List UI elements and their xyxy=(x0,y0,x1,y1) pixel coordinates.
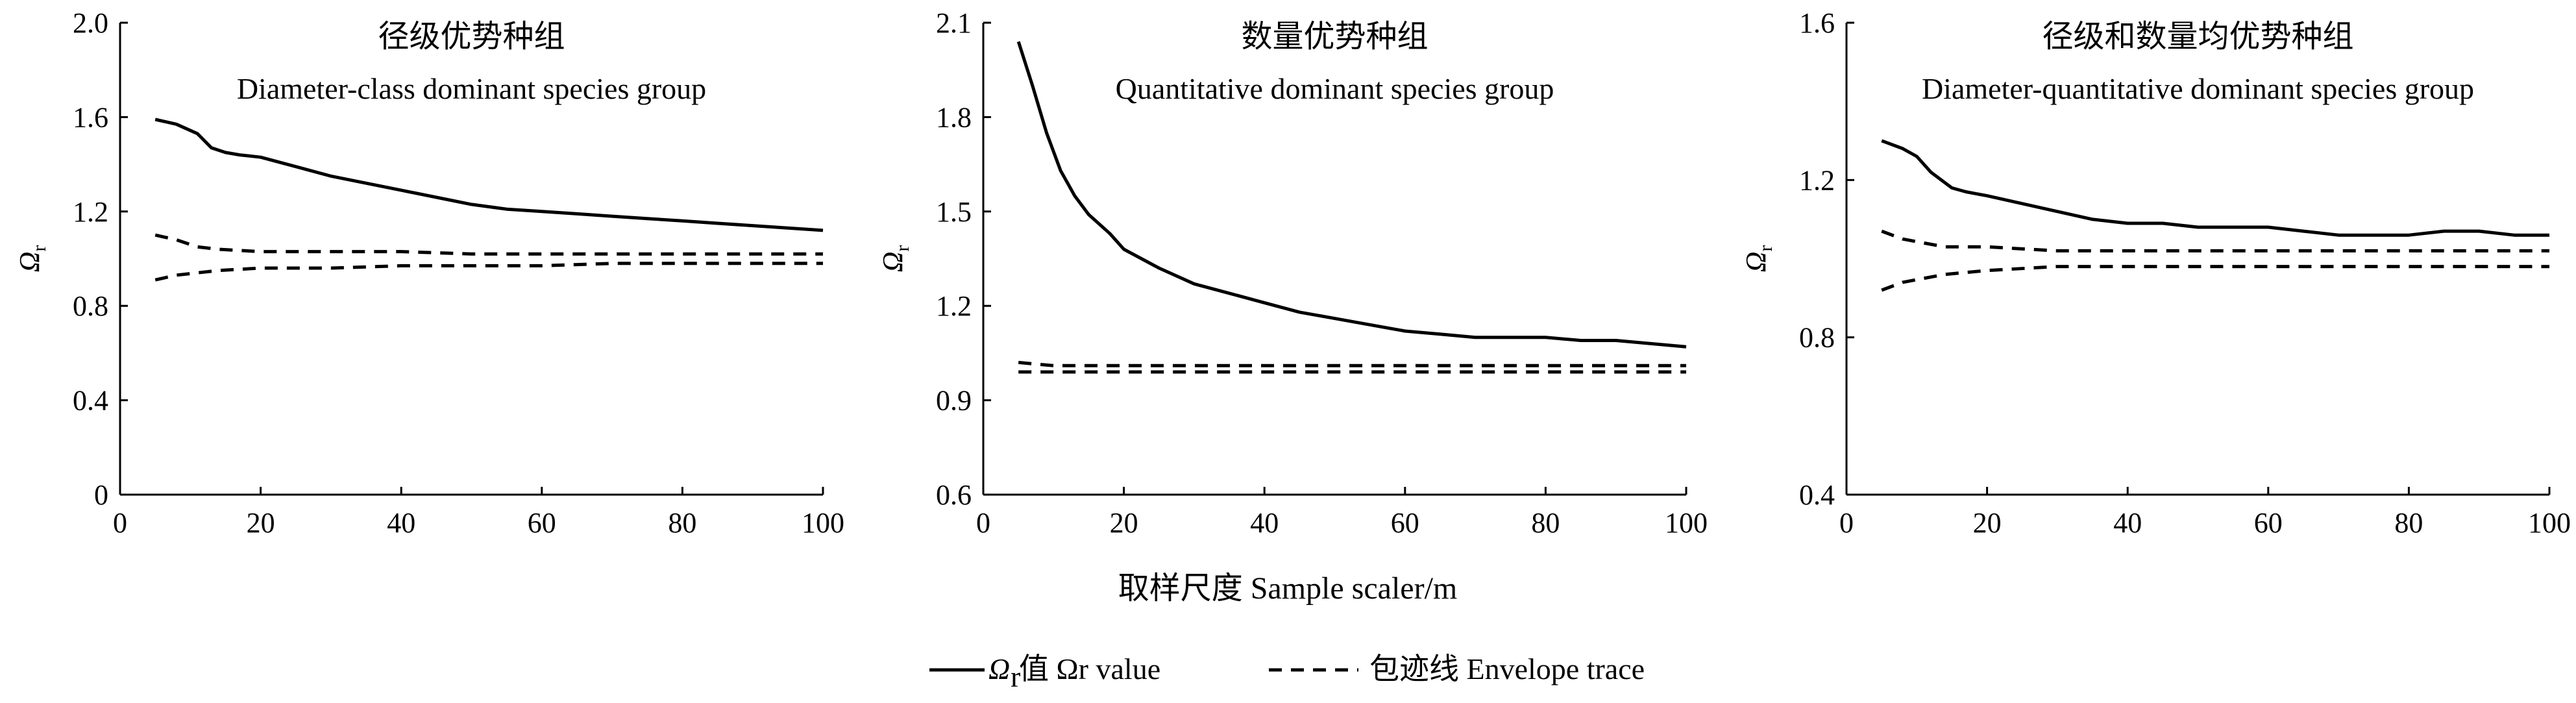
panel-3: 0 20 40 60 80 100 0.4 0.8 1.2 1.6 Ωr 径级和数量均优势种组 Diam… xyxy=(1740,7,2571,539)
y-tick-label: 0.4 xyxy=(1799,479,1835,511)
x-tick-label: 100 xyxy=(802,507,844,539)
panel-subtitle: Quantitative dominant species group xyxy=(1116,72,1554,105)
panel-title: 数量优势种组 xyxy=(1241,19,1428,54)
y-tick-label: 1.8 xyxy=(936,101,972,133)
x-tick-label: 80 xyxy=(668,507,696,539)
series-value-line xyxy=(1881,139,2549,237)
y-tick-label: 0.4 xyxy=(73,385,108,417)
legend: Ω r 值 Ωr value 包迹线 Envelope trace xyxy=(929,652,1645,693)
y-axis-label: Ωr xyxy=(14,245,50,273)
y-tick-label: 1.2 xyxy=(1799,164,1835,196)
x-tick-label: 80 xyxy=(1531,507,1560,539)
series-envelope-lower-line xyxy=(154,262,823,282)
y-tick-label: 0.8 xyxy=(73,290,108,322)
series-value-line xyxy=(1016,41,1687,349)
x-tick-label: 40 xyxy=(2113,507,2142,539)
y-tick-label: 2.0 xyxy=(73,7,108,39)
panel-title: 径级优势种组 xyxy=(378,19,565,54)
y-axis-label: Ωr xyxy=(877,245,913,273)
y-tick-label: 1.2 xyxy=(936,290,972,322)
y-tick-label: 0.9 xyxy=(936,385,972,417)
y-tick-label: 0.6 xyxy=(936,479,972,511)
panel-1: 0 20 40 60 80 100 0 0.4 0.8 1.2 1.6 2.0 Ωr 径级优势种组 Diam… xyxy=(14,7,844,539)
panel-title: 径级和数量均优势种组 xyxy=(2042,19,2353,54)
x-tick-label: 60 xyxy=(2254,507,2283,539)
x-tick-label: 100 xyxy=(2528,507,2571,539)
x-tick-label: 40 xyxy=(1250,507,1279,539)
y-tick-label: 1.6 xyxy=(73,101,108,133)
x-tick-label: 40 xyxy=(387,507,415,539)
x-tick-label: 60 xyxy=(1391,507,1419,539)
series-envelope-upper-line xyxy=(1018,360,1686,367)
x-tick-label: 0 xyxy=(976,507,990,539)
y-axis-label: Ωr xyxy=(1740,245,1776,273)
series-value-line xyxy=(154,117,824,232)
shared-x-axis-label: 取样尺度 Sample scaler/m xyxy=(1118,571,1458,606)
legend-envelope-label: 包迹线 Envelope trace xyxy=(1369,652,1645,685)
y-tick-label: 2.1 xyxy=(936,7,972,39)
series-envelope-upper-line xyxy=(1881,229,2549,253)
legend-omega-symbol: Ω xyxy=(988,652,1010,685)
x-tick-label: 20 xyxy=(1110,507,1138,539)
x-tick-label: 0 xyxy=(1839,507,1854,539)
x-tick-label: 80 xyxy=(2394,507,2423,539)
x-tick-label: 100 xyxy=(1665,507,1708,539)
y-tick-label: 0 xyxy=(94,479,108,511)
panel-subtitle: Diameter-class dominant species group xyxy=(237,72,706,105)
x-tick-label: 60 xyxy=(528,507,556,539)
legend-omega-subscript: r xyxy=(1011,660,1020,693)
panel-subtitle: Diameter-quantitative dominant species g… xyxy=(1922,72,2474,105)
legend-value-label: 值 Ωr value xyxy=(1019,652,1160,685)
y-tick-label: 0.8 xyxy=(1799,322,1835,354)
x-tick-label: 0 xyxy=(113,507,127,539)
panel-2: 0 20 40 60 80 100 0.6 0.9 1.2 1.5 1.8 2.1 Ωr 数量优势种组 Qu… xyxy=(877,7,1708,539)
y-tick-label: 1.2 xyxy=(73,196,108,228)
x-tick-label: 20 xyxy=(247,507,275,539)
y-tick-label: 1.6 xyxy=(1799,7,1835,39)
x-tick-label: 20 xyxy=(1973,507,2002,539)
series-envelope-lower-line xyxy=(1881,265,2549,292)
y-tick-label: 1.5 xyxy=(936,196,972,228)
series-envelope-upper-line xyxy=(154,233,823,256)
